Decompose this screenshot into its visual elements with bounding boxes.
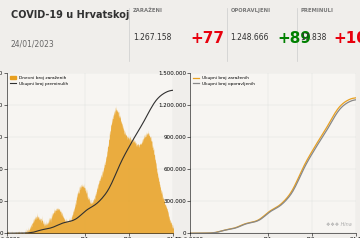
Text: 1.248.666: 1.248.666 <box>231 33 269 42</box>
Text: +89: +89 <box>278 31 312 46</box>
Legend: Dnevni broj zaraženih, Ukupni broj preminulih: Dnevni broj zaraženih, Ukupni broj premi… <box>9 75 69 87</box>
Text: 17.838: 17.838 <box>301 33 327 42</box>
Text: 1.267.158: 1.267.158 <box>133 33 171 42</box>
Text: ZARAŽENI: ZARAŽENI <box>133 8 163 13</box>
Legend: Ukupni broj zaraženih, Ukupni broj oporavljenih: Ukupni broj zaraženih, Ukupni broj opora… <box>192 75 256 87</box>
Text: +10: +10 <box>334 31 360 46</box>
Text: 24/01/2023: 24/01/2023 <box>11 39 54 48</box>
Text: PREMINULI: PREMINULI <box>301 8 333 13</box>
Text: OPORAVLJENI: OPORAVLJENI <box>231 8 271 13</box>
Text: COVID-19 u Hrvatskoj: COVID-19 u Hrvatskoj <box>11 10 129 20</box>
Text: ❖❖❖ Hina: ❖❖❖ Hina <box>326 222 351 227</box>
Text: +77: +77 <box>190 31 225 46</box>
